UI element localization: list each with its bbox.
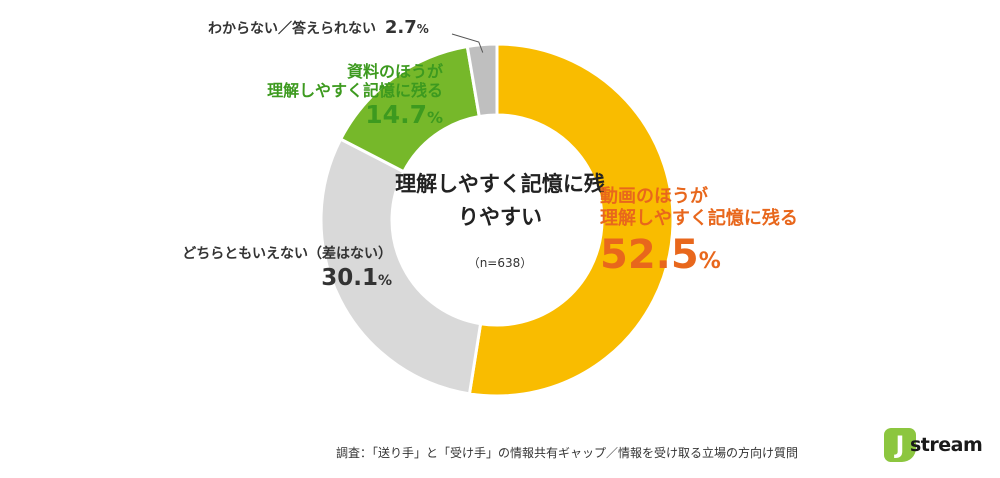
slice-value-unknown-unit: % xyxy=(416,22,429,36)
slice-label-video-line2: 理解しやすく記憶に残る xyxy=(600,207,798,229)
slice-label-unknown-line1: わからない／答えられない xyxy=(208,21,376,37)
logo-text: stream xyxy=(910,434,983,456)
chart-title: 理解しやすく記憶に残りやすい xyxy=(395,172,605,229)
logo-mark: J xyxy=(884,428,916,462)
slice-value-video-number: 52.5 xyxy=(600,232,699,279)
slice-neutral xyxy=(319,137,483,396)
slice-label-unknown: わからない／答えられない 2.7% xyxy=(208,17,429,39)
slice-label-video-line1: 動画のほうが xyxy=(600,186,708,207)
slice-label-video: 動画のほうが 理解しやすく記憶に残る 52.5% xyxy=(600,186,798,279)
slice-label-neutral: どちらともいえない（差はない） 30.1% xyxy=(172,246,392,292)
slice-value-neutral-unit: % xyxy=(377,272,392,289)
slice-value-neutral: 30.1% xyxy=(172,265,392,293)
slice-label-document: 資料のほうが 理解しやすく記憶に残る 14.7% xyxy=(218,62,443,130)
slice-value-unknown-number: 2.7 xyxy=(384,17,417,38)
sample-size-note: （n=638） xyxy=(467,256,533,270)
slice-value-video: 52.5% xyxy=(600,231,798,279)
source-footnote: 調査：「送り手」と「受け手」の情報共有ギャップ／情報を受け取る立場の方向け質問 xyxy=(336,446,799,460)
slice-value-document-number: 14.7 xyxy=(365,100,427,130)
slice-label-document-line2: 理解しやすく記憶に残る xyxy=(267,81,443,101)
slice-value-neutral-number: 30.1 xyxy=(321,264,378,291)
slice-value-document-unit: % xyxy=(426,108,443,128)
slice-video xyxy=(467,42,675,398)
slice-value-document: 14.7% xyxy=(218,100,443,130)
slice-unknown xyxy=(465,42,499,119)
jstream-logo: J stream xyxy=(884,428,984,464)
slice-label-document-line1: 資料のほうが xyxy=(346,62,443,81)
slice-label-neutral-line1: どちらともいえない（差はない） xyxy=(182,246,392,262)
leader-line-unknown xyxy=(451,33,484,53)
slice-value-video-unit: % xyxy=(698,249,721,275)
